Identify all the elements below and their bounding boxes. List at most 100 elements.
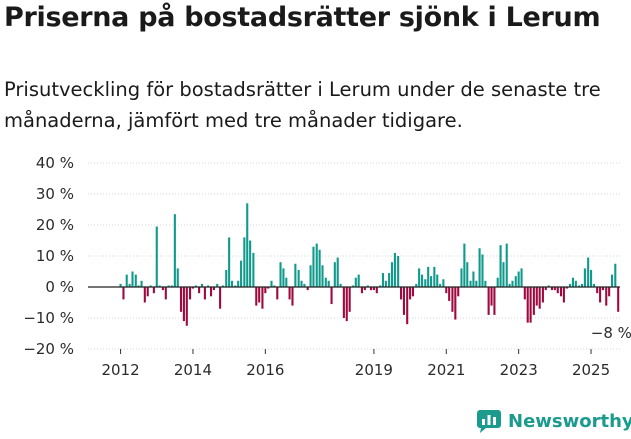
- bar: [409, 287, 412, 300]
- bar: [565, 287, 568, 289]
- bar: [200, 283, 204, 287]
- bar: [418, 268, 421, 287]
- bar: [469, 280, 472, 287]
- bar: [282, 268, 285, 287]
- x-tick-label: 2014: [174, 361, 212, 379]
- bar: [182, 287, 185, 322]
- bar: [173, 214, 176, 287]
- bar: [327, 280, 330, 287]
- y-tick-label: 20 %: [36, 216, 74, 234]
- bar: [318, 249, 321, 287]
- bar: [342, 287, 345, 318]
- bar: [234, 285, 237, 287]
- bar: [400, 287, 403, 300]
- y-tick-label: 10 %: [36, 247, 74, 265]
- bar: [315, 243, 318, 287]
- bar: [472, 271, 475, 287]
- x-tick-label: 2016: [246, 361, 284, 379]
- bar: [596, 287, 599, 294]
- bar: [605, 287, 608, 306]
- bar: [430, 276, 433, 287]
- bar: [203, 287, 206, 300]
- bar: [532, 287, 535, 315]
- chart-title: Priserna på bostadsrätter sjönk i Lerum: [4, 2, 601, 33]
- bar: [520, 268, 523, 287]
- bar: [397, 256, 400, 287]
- bar: [460, 268, 463, 287]
- bar: [583, 268, 586, 287]
- bar: [617, 287, 620, 312]
- bar: [363, 287, 366, 291]
- bar: [614, 263, 617, 287]
- bar: [481, 254, 484, 287]
- newsworthy-logo-text: Newsworthy: [508, 410, 631, 432]
- last-value-label: −8 %: [591, 324, 631, 342]
- bar: [230, 280, 234, 287]
- bar: [559, 287, 563, 297]
- bar: [321, 265, 324, 287]
- y-tick-label: 40 %: [36, 154, 74, 172]
- bar: [185, 287, 188, 326]
- bar: [484, 280, 487, 287]
- bar: [339, 283, 342, 287]
- bar: [354, 277, 357, 287]
- bar: [393, 252, 396, 287]
- bar: [279, 262, 282, 287]
- bar: [324, 277, 327, 287]
- bar: [330, 287, 333, 305]
- bar: [590, 269, 593, 287]
- bar: [388, 273, 391, 287]
- bar: [158, 285, 161, 287]
- bar: [375, 287, 378, 294]
- y-tick-label: 30 %: [36, 185, 74, 203]
- bar: [529, 287, 532, 323]
- bar: [379, 285, 382, 287]
- bar: [454, 287, 457, 320]
- bar: [390, 262, 394, 287]
- newsworthy-logo: Newsworthy: [476, 408, 631, 434]
- bar: [463, 243, 466, 287]
- bar: [176, 268, 179, 287]
- bar: [246, 203, 249, 287]
- bar: [276, 287, 279, 300]
- bar: [499, 245, 502, 287]
- bar: [179, 287, 183, 312]
- bar-chart: −20 %−10 %0 %10 %20 %30 %40 % 2012 2014 20…: [23, 154, 631, 379]
- bar: [427, 266, 430, 287]
- bar: [219, 287, 222, 309]
- bar: [415, 283, 418, 287]
- bar: [288, 287, 291, 300]
- bar: [490, 287, 493, 306]
- bar: [270, 280, 273, 287]
- bar: [608, 287, 611, 297]
- bar: [351, 285, 354, 287]
- bar: [424, 279, 427, 287]
- x-tick-label: 2023: [500, 361, 538, 379]
- bar: [384, 280, 387, 287]
- bar: [252, 252, 255, 287]
- bar: [228, 237, 231, 287]
- bar: [152, 287, 155, 294]
- bar: [433, 266, 436, 287]
- bar: [610, 274, 614, 287]
- y-axis-tick-labels: −20 % −10 % 0 % 10 % 20 % 30 % 40 %: [23, 154, 74, 358]
- bar: [249, 240, 252, 287]
- bar: [599, 287, 602, 303]
- bar: [457, 287, 460, 297]
- bar: [451, 287, 454, 312]
- bar: [225, 269, 228, 287]
- newsworthy-chart-icon: [477, 410, 501, 433]
- bar: [592, 283, 595, 287]
- bar: [508, 283, 511, 287]
- bar: [240, 260, 243, 287]
- bar: [221, 285, 225, 287]
- bar: [493, 287, 496, 315]
- y-tick-label: −20 %: [23, 340, 74, 358]
- chart-subtitle: Prisutveckling för bostadsrätter i Lerum…: [4, 78, 601, 132]
- bar: [544, 287, 547, 291]
- bar: [496, 277, 499, 287]
- bar: [143, 287, 146, 303]
- bar: [237, 280, 240, 287]
- bar: [526, 287, 529, 323]
- bar: [303, 283, 306, 287]
